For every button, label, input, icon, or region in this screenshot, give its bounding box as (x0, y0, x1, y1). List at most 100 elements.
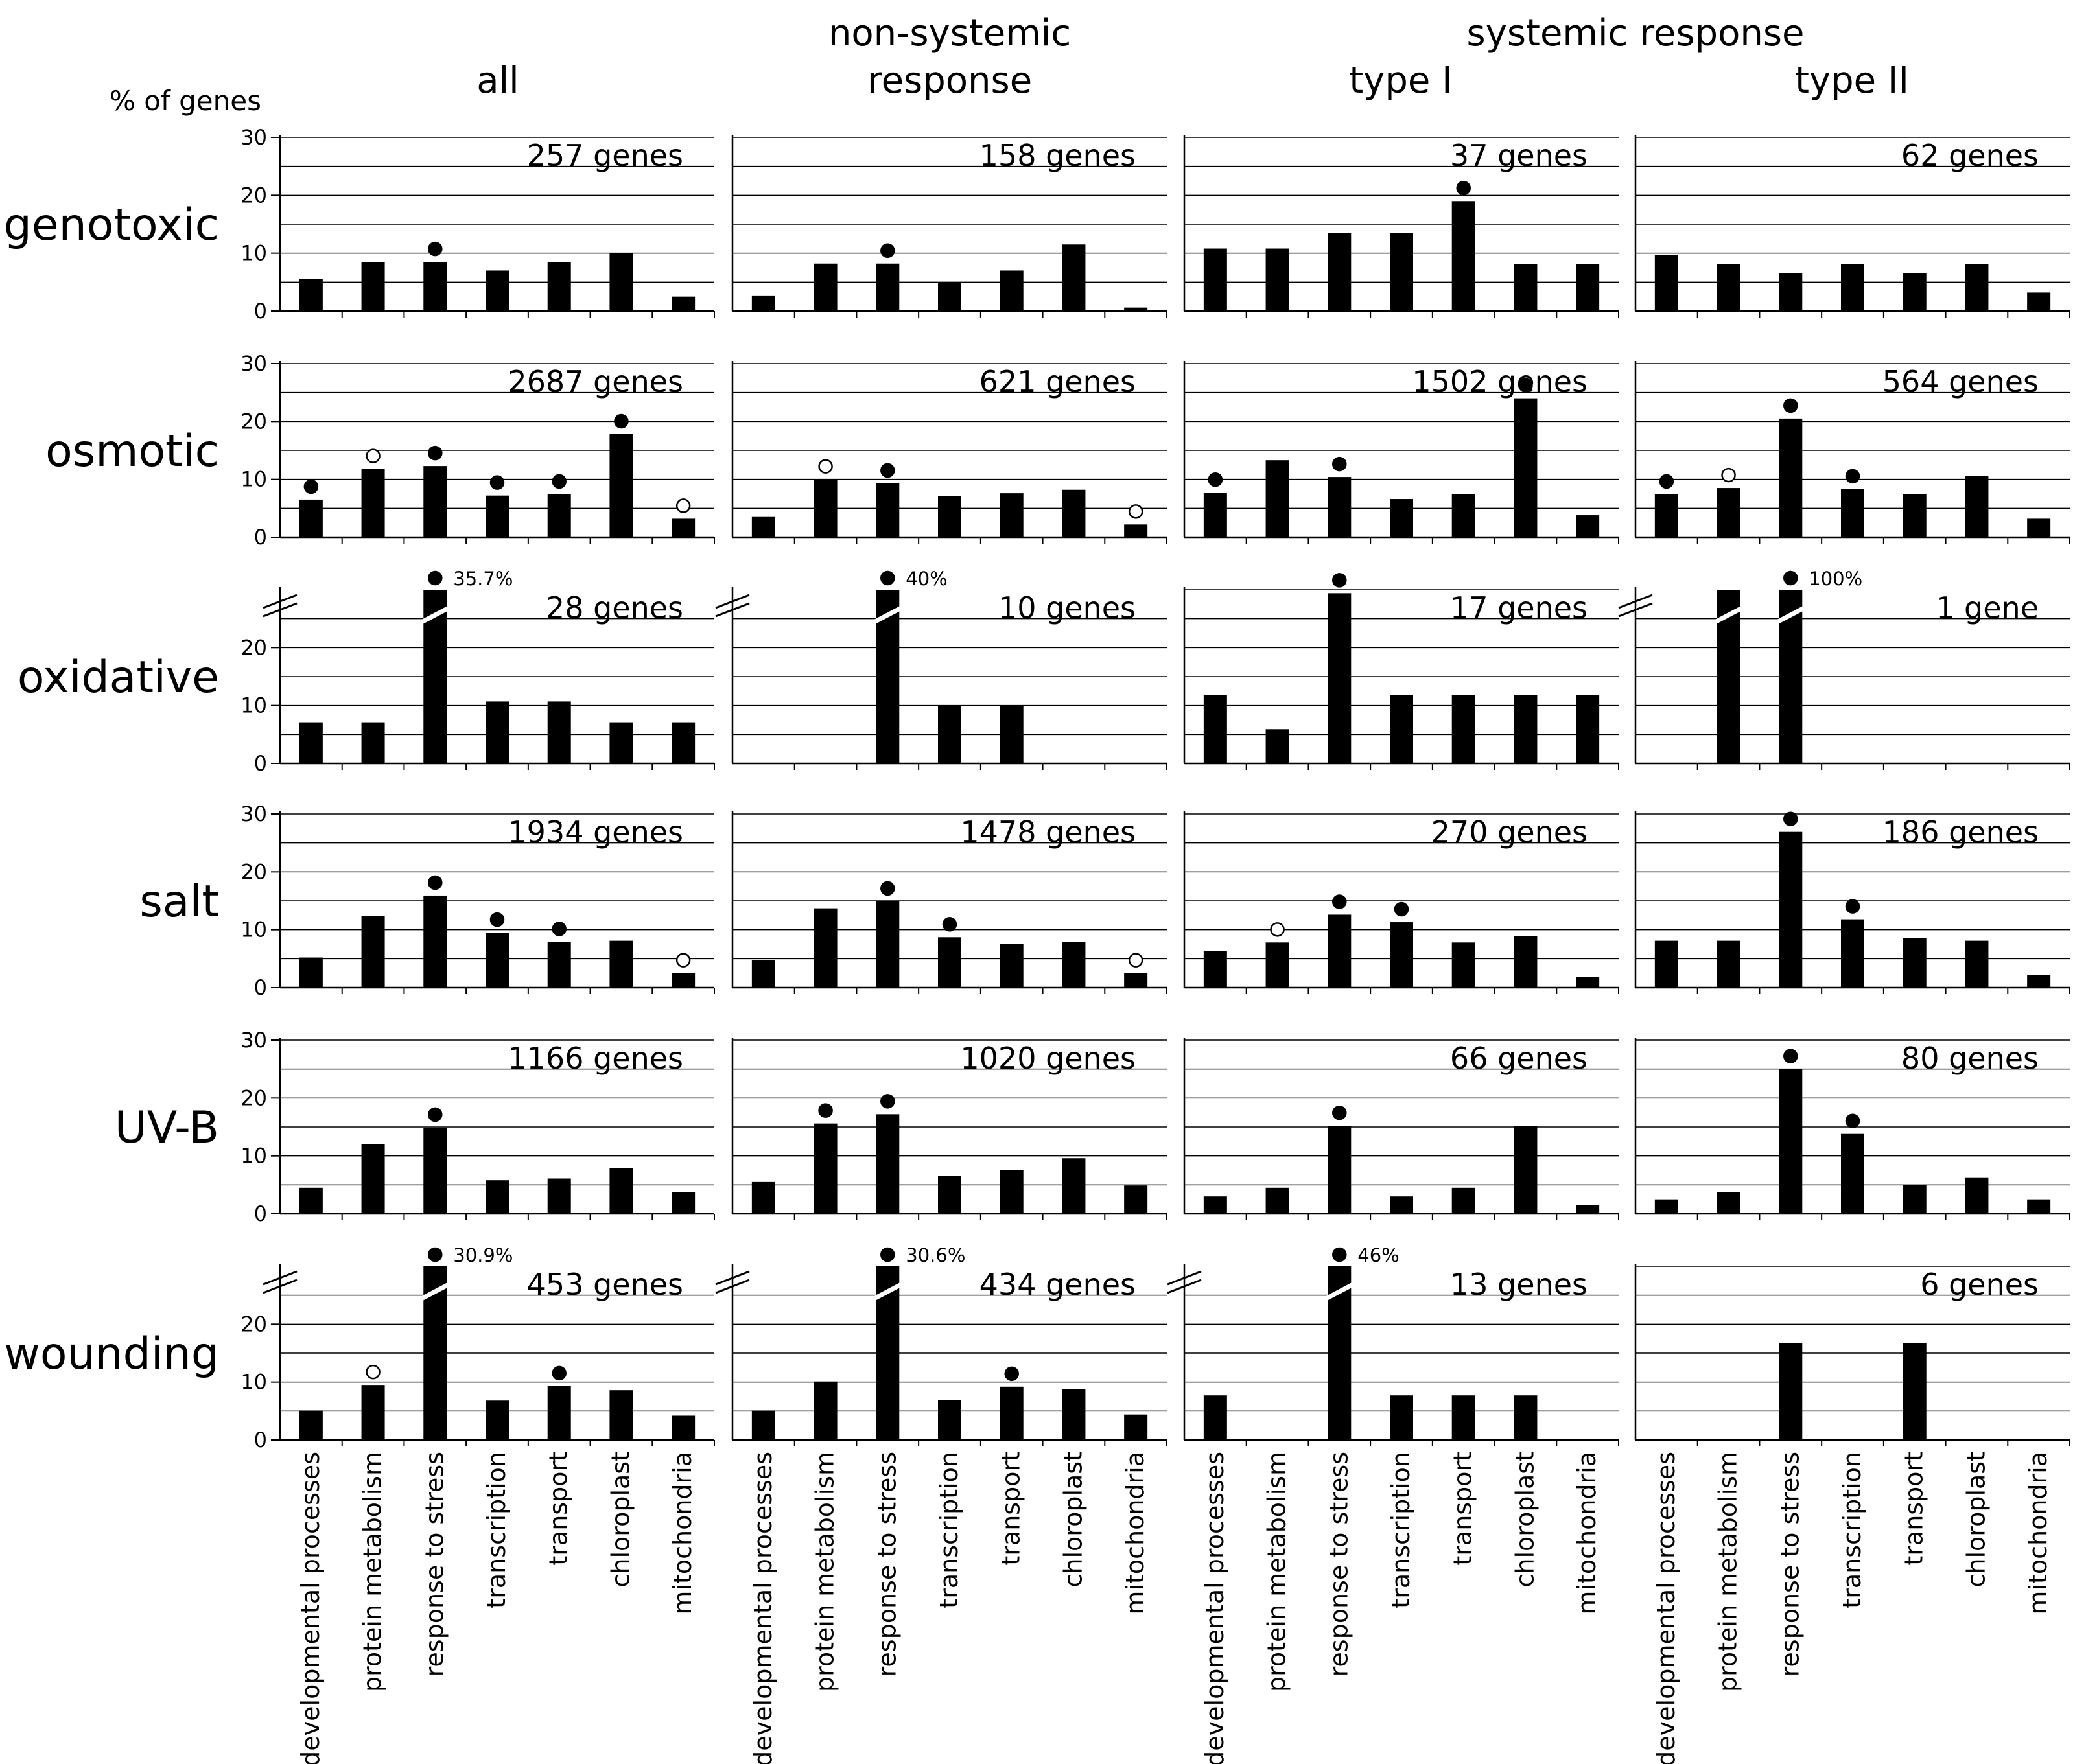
bar (672, 296, 696, 311)
axis-break-sign (1618, 594, 1653, 609)
bar (1062, 489, 1086, 537)
bar (1841, 489, 1864, 537)
significance-marker-filled (428, 241, 443, 257)
bar (1451, 942, 1475, 988)
y-tick-label: 20 (240, 1312, 267, 1336)
gene-count-label: 37 genes (1450, 138, 1588, 173)
significance-marker-filled (428, 1107, 443, 1122)
bar (1062, 244, 1086, 311)
bar (1654, 255, 1678, 311)
bar (751, 295, 775, 311)
bar (609, 940, 633, 988)
significance-marker-filled (303, 479, 319, 494)
y-tick-label: 20 (240, 635, 267, 660)
row-genotoxic: genotoxic 0 10 20 30 257 genes 158 genes 37 gen… (4, 125, 2070, 323)
bar (1124, 1414, 1148, 1440)
gene-count-label: 80 genes (1901, 1041, 2039, 1076)
gene-count-label: 17 genes (1450, 590, 1588, 625)
y-tick-label: 30 (240, 351, 267, 376)
gene-count-label: 564 genes (1882, 364, 2039, 399)
bar (486, 701, 509, 763)
bar (1903, 494, 1927, 537)
significance-marker-filled (1845, 1113, 1860, 1128)
gene-count-label: 28 genes (546, 590, 683, 625)
row-wounding: wounding 0 10 20 30.9% 453 genes developmental… (4, 1244, 2070, 1764)
category-label: developmental processes (1201, 1452, 1229, 1764)
row-label: osmotic (45, 426, 219, 477)
significance-marker-filled (614, 413, 629, 429)
bar (938, 1176, 961, 1214)
bar-break-sign (421, 1282, 449, 1301)
bar-break-sign (1326, 1282, 1354, 1301)
header-column-type-ii: type II (1795, 60, 1909, 102)
category-label: mitochondria (2024, 1452, 2052, 1615)
bar-break-sign (1715, 605, 1742, 625)
gene-count-label: 13 genes (1450, 1267, 1588, 1302)
bar (486, 1180, 509, 1214)
significance-marker-filled (428, 445, 443, 461)
significance-marker-open (1721, 467, 1736, 483)
bar (751, 1410, 775, 1440)
panel: 158 genes (731, 135, 1167, 318)
bar (1903, 1343, 1927, 1440)
bar (361, 916, 385, 988)
bar (299, 957, 323, 988)
y-tick-label: 10 (240, 467, 267, 492)
category-label: transcription (482, 1452, 511, 1608)
bar (1841, 264, 1864, 311)
bar (1390, 1196, 1413, 1214)
bar (1451, 695, 1475, 763)
bar (1328, 914, 1352, 988)
bar (423, 466, 447, 537)
bar (1654, 494, 1678, 537)
bar (672, 518, 696, 537)
bar (876, 263, 900, 311)
bar (1779, 831, 1803, 988)
row-oxidative: oxidative 0 10 20 35.7% 28 genes 40% 10 genes 17… (18, 568, 2070, 776)
significance-marker-filled (1004, 1366, 1019, 1382)
y-tick-label: 30 (240, 802, 267, 826)
significance-marker-open (818, 459, 833, 474)
panel: 1020 genes (731, 1038, 1167, 1220)
row-osmotic: osmotic 0 10 20 30 2687 genes 621 genes 1502 ge… (45, 351, 2070, 550)
bar (1390, 922, 1413, 988)
category-label: mitochondria (1121, 1452, 1149, 1615)
bar (609, 722, 633, 763)
header-column-all: all (476, 60, 519, 102)
bar (1203, 1196, 1227, 1214)
panel: 100% 1 gene (1618, 568, 2070, 770)
bar (547, 1386, 571, 1440)
y-axis-label: % of genes (110, 85, 261, 117)
significance-marker-filled (1332, 456, 1347, 472)
significance-marker-filled (818, 1103, 833, 1118)
bar (938, 282, 961, 311)
bar (1903, 938, 1927, 988)
axis-break-sign (1167, 1279, 1202, 1294)
y-tick-label: 0 (254, 751, 267, 776)
bar (547, 701, 571, 763)
bar (751, 960, 775, 988)
panel: 66 genes (1183, 1038, 1619, 1220)
bar (1576, 1205, 1600, 1214)
bar-break-sign (874, 605, 902, 625)
bar (1514, 264, 1538, 311)
header-group-systemic: systemic response (1467, 12, 1805, 54)
bar (1779, 1343, 1803, 1440)
bar (1779, 418, 1803, 537)
bar (814, 1123, 838, 1214)
panel: 564 genes (1634, 361, 2070, 544)
y-tick-label: 30 (240, 1028, 267, 1052)
bar (814, 1381, 838, 1440)
bar (609, 253, 633, 311)
bar (299, 722, 323, 763)
bar (938, 1400, 961, 1440)
bar (1717, 940, 1740, 988)
category-label: response to stress (420, 1452, 449, 1677)
category-label: developmental processes (1652, 1452, 1680, 1764)
bar (1576, 977, 1600, 988)
bar (1203, 493, 1227, 537)
significance-marker-filled (489, 475, 505, 490)
row-label: oxidative (18, 652, 219, 703)
bar (1203, 1395, 1227, 1440)
panel: 80 genes (1634, 1038, 2070, 1220)
